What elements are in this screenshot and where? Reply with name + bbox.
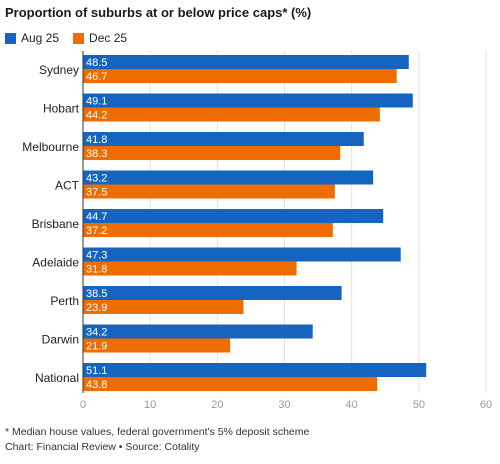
- value-label-national-dec: 43.8: [86, 379, 107, 391]
- value-label-sydney-dec: 46.7: [86, 71, 107, 83]
- value-label-brisbane-aug: 44.7: [86, 211, 107, 223]
- value-label-sydney-aug: 48.5: [86, 57, 107, 69]
- bar-perth-dec: [83, 300, 244, 314]
- bar-darwin-dec: [83, 338, 231, 353]
- value-label-hobart-dec: 44.2: [86, 110, 107, 122]
- x-tick-label-20: 20: [211, 399, 223, 411]
- value-label-national-aug: 51.1: [86, 365, 107, 377]
- legend-label-dec: Dec 25: [89, 31, 128, 45]
- value-label-darwin-dec: 21.9: [86, 341, 107, 353]
- bar-hobart-dec: [83, 107, 380, 122]
- bar-melbourne-aug: [83, 132, 364, 146]
- category-label-national: National: [35, 371, 79, 385]
- value-label-perth-aug: 38.5: [86, 288, 107, 300]
- x-tick-label-40: 40: [346, 399, 358, 411]
- bar-sydney-dec: [83, 69, 397, 83]
- category-label-sydney: Sydney: [39, 63, 79, 77]
- value-label-act-aug: 43.2: [86, 173, 107, 185]
- legend-swatch-dec: [73, 32, 85, 44]
- x-tick-label-50: 50: [413, 399, 425, 411]
- value-label-perth-dec: 23.9: [86, 302, 107, 314]
- bar-perth-aug: [83, 286, 342, 300]
- category-label-act: ACT: [55, 179, 80, 193]
- legend-label-aug: Aug 25: [21, 31, 60, 45]
- source-line: Chart: Financial Review • Source: Cotali…: [5, 441, 200, 453]
- legend-item-dec: Dec 25: [73, 31, 127, 45]
- bar-adelaide-aug: [83, 247, 401, 262]
- category-label-melbourne: Melbourne: [22, 140, 79, 154]
- legend-item-aug: Aug 25: [5, 31, 59, 45]
- value-label-brisbane-dec: 37.2: [86, 225, 107, 237]
- bar-brisbane-dec: [83, 223, 333, 237]
- category-label-hobart: Hobart: [43, 102, 80, 116]
- bar-darwin-aug: [83, 324, 313, 339]
- category-label-brisbane: Brisbane: [32, 217, 80, 231]
- category-label-darwin: Darwin: [42, 333, 79, 347]
- footnote: * Median house values, federal governmen…: [5, 426, 310, 438]
- value-label-act-dec: 37.5: [86, 187, 107, 199]
- value-label-adelaide-dec: 31.8: [86, 264, 107, 276]
- x-tick-label-10: 10: [144, 399, 156, 411]
- category-label-adelaide: Adelaide: [32, 256, 79, 270]
- bar-national-aug: [83, 363, 427, 377]
- legend-swatch-aug: [5, 32, 16, 44]
- x-tick-label-0: 0: [80, 399, 86, 411]
- legend: Aug 25 Dec 25: [5, 31, 127, 45]
- value-label-hobart-aug: 49.1: [86, 96, 107, 108]
- bar-national-dec: [83, 377, 378, 391]
- bar-brisbane-aug: [83, 209, 384, 223]
- bar-chart: 0 10 20 30 40 50 60 Sydney 48.5 46.7 Hobart 49.1 44.…: [22, 51, 492, 411]
- bar-melbourne-dec: [83, 146, 341, 160]
- x-tick-label-30: 30: [278, 399, 290, 411]
- value-label-melbourne-aug: 41.8: [86, 134, 107, 146]
- value-label-adelaide-aug: 47.3: [86, 250, 107, 262]
- x-tick-label-60: 60: [480, 399, 492, 411]
- bar-adelaide-dec: [83, 261, 297, 276]
- bar-hobart-aug: [83, 93, 413, 108]
- value-label-melbourne-dec: 38.3: [86, 148, 107, 160]
- chart-title: Proportion of suburbs at or below price …: [5, 5, 312, 20]
- bar-act-aug: [83, 170, 374, 185]
- value-label-darwin-aug: 34.2: [86, 327, 107, 339]
- bar-sydney-aug: [83, 55, 409, 69]
- bar-act-dec: [83, 184, 335, 199]
- category-label-perth: Perth: [50, 294, 79, 308]
